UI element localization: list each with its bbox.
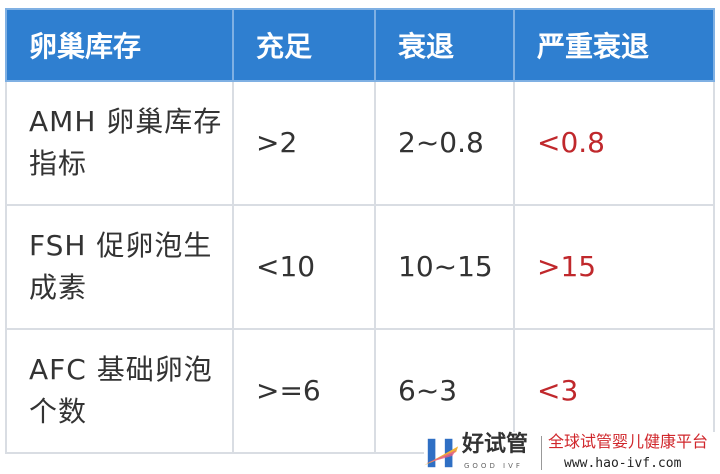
sufficient-cell: <10 — [232, 204, 376, 330]
watermark: 好试管 GOOD IVF 全球试管婴儿健康平台 www.hao-ivf.com — [424, 432, 720, 474]
indicator-cell: FSH 促卵泡生成素 — [5, 204, 234, 330]
brand-name: 好试管 — [462, 432, 529, 457]
table-row: AFC 基础卵泡个数 >=6 6~3 <3 — [5, 328, 715, 454]
ovarian-reserve-table: 卵巢库存 充足 衰退 严重衰退 AMH 卵巢库存指标 >2 2~0.8 <0.8… — [5, 8, 715, 454]
sufficient-cell: >=6 — [232, 328, 376, 454]
table-row: AMH 卵巢库存指标 >2 2~0.8 <0.8 — [5, 80, 715, 206]
header-cell: 充足 — [232, 8, 376, 82]
divider — [541, 436, 542, 470]
indicator-cell: AFC 基础卵泡个数 — [5, 328, 234, 454]
header-cell: 衰退 — [374, 8, 515, 82]
header-cell: 卵巢库存 — [5, 8, 234, 82]
header-row: 卵巢库存 充足 衰退 严重衰退 — [5, 8, 715, 82]
header-cell: 严重衰退 — [513, 8, 715, 82]
brand-name-en: GOOD IVF — [464, 462, 523, 470]
severe-decline-cell: >15 — [513, 204, 715, 330]
decline-cell: 2~0.8 — [374, 80, 515, 206]
decline-cell: 10~15 — [374, 204, 515, 330]
slogan: 全球试管婴儿健康平台 — [548, 432, 709, 451]
table-row: FSH 促卵泡生成素 <10 10~15 >15 — [5, 204, 715, 330]
indicator-cell: AMH 卵巢库存指标 — [5, 80, 234, 206]
severe-decline-cell: <0.8 — [513, 80, 715, 206]
logo-icon — [424, 438, 459, 468]
website-url: www.hao-ivf.com — [564, 456, 682, 471]
sufficient-cell: >2 — [232, 80, 376, 206]
